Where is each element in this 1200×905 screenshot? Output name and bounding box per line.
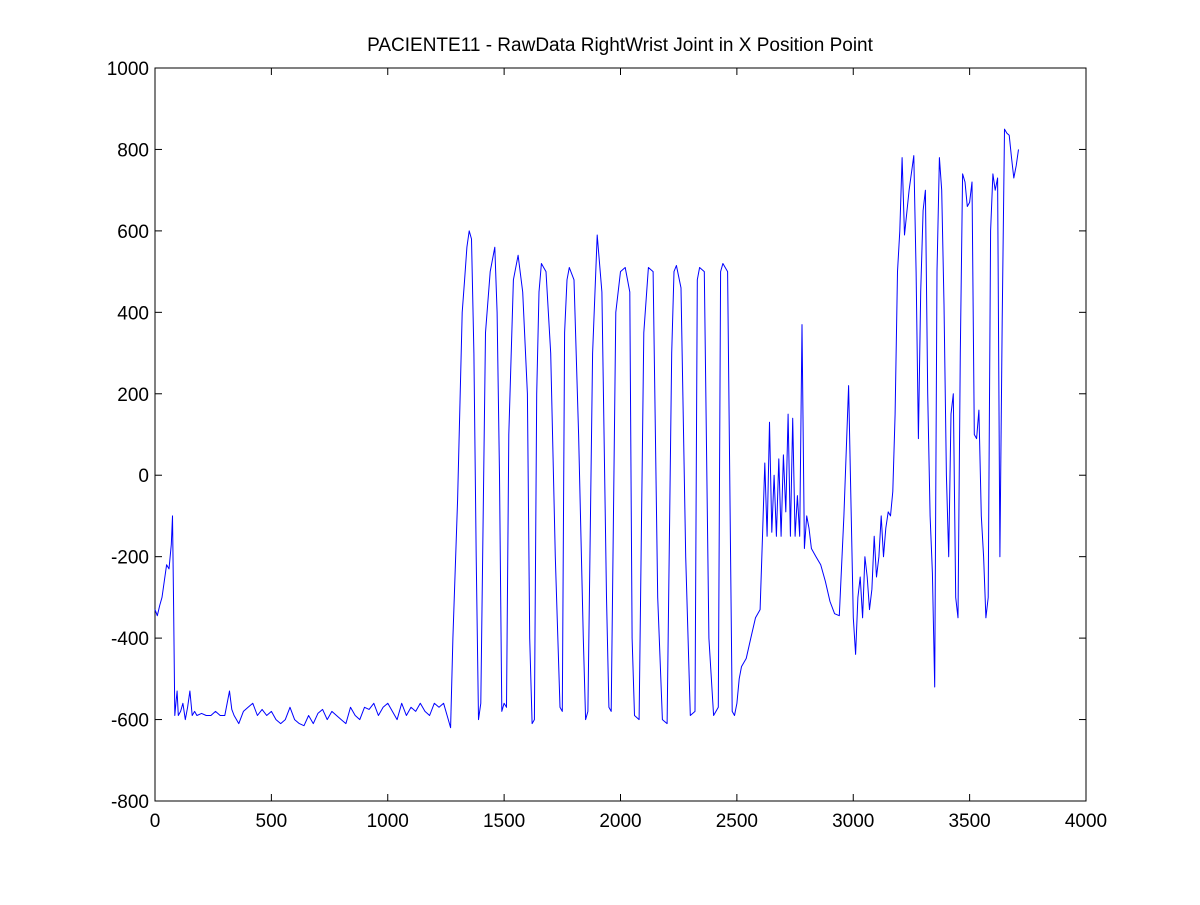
x-tick-label: 0 bbox=[150, 811, 161, 832]
x-tick-label: 4000 bbox=[1065, 811, 1107, 832]
x-tick-label: 1500 bbox=[483, 811, 525, 832]
x-tick-label: 2500 bbox=[716, 811, 758, 832]
y-tick-label: -800 bbox=[111, 792, 149, 813]
y-tick-label: 400 bbox=[117, 303, 149, 324]
y-tick-label: 600 bbox=[117, 222, 149, 243]
chart-title: PACIENTE11 - RawData RightWrist Joint in… bbox=[367, 35, 874, 56]
y-tick-label: 0 bbox=[138, 466, 149, 487]
y-tick-label: -400 bbox=[111, 629, 149, 650]
series-line bbox=[154, 128, 1019, 729]
y-tick-label: 800 bbox=[117, 140, 149, 161]
x-tick-label: 500 bbox=[256, 811, 288, 832]
y-tick-label: 1000 bbox=[107, 59, 149, 80]
axis-ticks bbox=[154, 67, 1087, 802]
x-tick-label: 3000 bbox=[832, 811, 874, 832]
series-layer bbox=[154, 128, 1019, 729]
y-tick-label: -600 bbox=[111, 711, 149, 732]
y-tick-label: -200 bbox=[111, 548, 149, 569]
x-tick-label: 3500 bbox=[948, 811, 990, 832]
axis-tick-labels: 0 500 1000 1500 2000 2500 3000 3500 4000-800-600… bbox=[107, 59, 1107, 832]
x-tick-label: 2000 bbox=[599, 811, 641, 832]
x-tick-label: 1000 bbox=[367, 811, 409, 832]
y-tick-label: 200 bbox=[117, 385, 149, 406]
